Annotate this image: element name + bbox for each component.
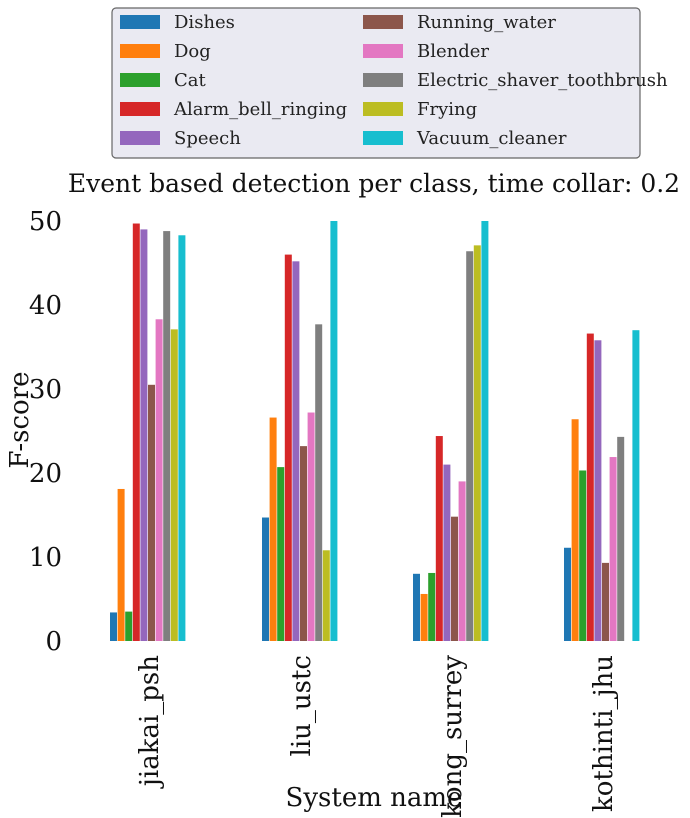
- bar-group-jiakai_psh: [110, 223, 186, 641]
- legend: Dishes Dog Cat Alarm_bell_ringing Speech Runn…: [111, 7, 668, 159]
- y-axis-label: F-score: [5, 371, 35, 468]
- bar-jiakai_psh-Alarm_bell_ringing: [132, 223, 140, 641]
- legend-item: Alarm_bell_ringing: [120, 99, 347, 120]
- legend-label: Dog: [174, 41, 211, 62]
- legend-label: Cat: [174, 70, 207, 91]
- bar-kothinti_jhu-Speech: [594, 340, 602, 641]
- bar-jiakai_psh-Dishes: [110, 612, 117, 641]
- bar-kothinti_jhu-Electric_shaver_toothbrush: [617, 436, 625, 641]
- bar-liu_ustc-Dog: [269, 417, 277, 641]
- legend-swatch: [363, 73, 403, 87]
- legend-item: Vacuum_cleaner: [363, 128, 567, 149]
- bar-jiakai_psh-Frying: [170, 329, 178, 641]
- bar-liu_ustc-Frying: [322, 550, 330, 641]
- legend-swatch: [120, 73, 160, 87]
- bar-kong_surrey-Vacuum_cleaner: [481, 221, 489, 641]
- bar-group-kong_surrey: [413, 221, 489, 642]
- legend-item: Dog: [120, 41, 211, 62]
- bar-kong_surrey-Dishes: [413, 573, 420, 641]
- legend-swatch: [120, 44, 160, 58]
- bar-jiakai_psh-Blender: [155, 319, 163, 641]
- legend-swatch: [363, 102, 403, 116]
- legend-item: Blender: [363, 41, 489, 62]
- y-ticks: 0 10 20 30 40 50: [29, 207, 62, 657]
- legend-label: Frying: [417, 99, 477, 120]
- bar-jiakai_psh-Cat: [125, 611, 133, 641]
- bar-kong_surrey-Cat: [428, 572, 436, 641]
- bar-kothinti_jhu-Dishes: [564, 547, 571, 641]
- bar-kothinti_jhu-Running_water: [602, 562, 609, 641]
- bar-kong_surrey-Dog: [420, 593, 428, 641]
- legend-label: Running_water: [417, 12, 556, 33]
- bar-liu_ustc-Running_water: [300, 446, 307, 641]
- legend-swatch: [363, 15, 403, 29]
- legend-item: Dishes: [120, 12, 235, 33]
- legend-item: Cat: [120, 70, 207, 91]
- bar-group-liu_ustc: [262, 221, 338, 641]
- legend-label: Electric_shaver_toothbrush: [417, 70, 668, 91]
- bar-kothinti_jhu-Vacuum_cleaner: [632, 330, 640, 641]
- bar-liu_ustc-Vacuum_cleaner: [330, 221, 338, 641]
- legend-item: Electric_shaver_toothbrush: [363, 70, 668, 91]
- bar-jiakai_psh-Speech: [140, 229, 148, 641]
- legend-swatch: [120, 131, 160, 145]
- x-ticks: jiakai_psh liu_ustc kong_surrey kothinti_jh…: [135, 655, 619, 818]
- bar-liu_ustc-Speech: [292, 261, 300, 641]
- bar-liu_ustc-Blender: [307, 412, 315, 641]
- legend-label: Dishes: [174, 12, 235, 33]
- legend-label: Vacuum_cleaner: [416, 128, 567, 149]
- legend-label: Speech: [174, 128, 241, 149]
- bar-kothinti_jhu-Cat: [579, 470, 587, 641]
- bar-kong_surrey-Blender: [458, 481, 466, 641]
- bar-jiakai_psh-Running_water: [148, 384, 155, 641]
- legend-label: Alarm_bell_ringing: [173, 99, 347, 120]
- y-tick-label: 40: [29, 291, 62, 321]
- legend-item: Frying: [363, 99, 477, 120]
- bar-kothinti_jhu-Alarm_bell_ringing: [586, 333, 594, 641]
- legend-swatch: [363, 131, 403, 145]
- bar-kong_surrey-Speech: [443, 464, 451, 641]
- bar-kong_surrey-Alarm_bell_ringing: [435, 436, 443, 641]
- bar-liu_ustc-Dishes: [262, 517, 269, 641]
- bar-kong_surrey-Frying: [473, 245, 481, 642]
- bar-kothinti_jhu-Blender: [609, 457, 617, 641]
- legend-label: Blender: [417, 41, 489, 62]
- y-tick-label: 0: [45, 627, 62, 657]
- x-tick-label: jiakai_psh: [135, 655, 165, 789]
- y-tick-label: 10: [29, 543, 62, 573]
- bars: [110, 221, 640, 642]
- x-tick-label: kong_surrey: [438, 655, 468, 818]
- x-tick-label: kothinti_jhu: [589, 655, 619, 812]
- bar-liu_ustc-Alarm_bell_ringing: [284, 254, 292, 641]
- legend-item: Running_water: [363, 12, 556, 33]
- bar-group-kothinti_jhu: [564, 330, 640, 641]
- y-tick-label: 20: [29, 459, 62, 489]
- bar-jiakai_psh-Electric_shaver_toothbrush: [163, 231, 171, 641]
- legend-item: Speech: [120, 128, 241, 149]
- bar-kong_surrey-Electric_shaver_toothbrush: [466, 251, 474, 642]
- legend-swatch: [363, 44, 403, 58]
- chart-title: Event based detection per class, time co…: [68, 169, 680, 198]
- bar-jiakai_psh-Dog: [117, 488, 125, 641]
- bar-kothinti_jhu-Dog: [571, 419, 579, 641]
- bar-kong_surrey-Running_water: [451, 516, 458, 641]
- legend-swatch: [120, 102, 160, 116]
- bar-liu_ustc-Electric_shaver_toothbrush: [315, 324, 323, 641]
- x-tick-label: liu_ustc: [287, 655, 317, 756]
- bar-jiakai_psh-Vacuum_cleaner: [178, 235, 186, 641]
- y-tick-label: 50: [29, 207, 62, 237]
- legend-swatch: [120, 15, 160, 29]
- y-tick-label: 30: [29, 375, 62, 405]
- x-axis-label: System name: [286, 783, 463, 813]
- bar-liu_ustc-Cat: [277, 467, 285, 641]
